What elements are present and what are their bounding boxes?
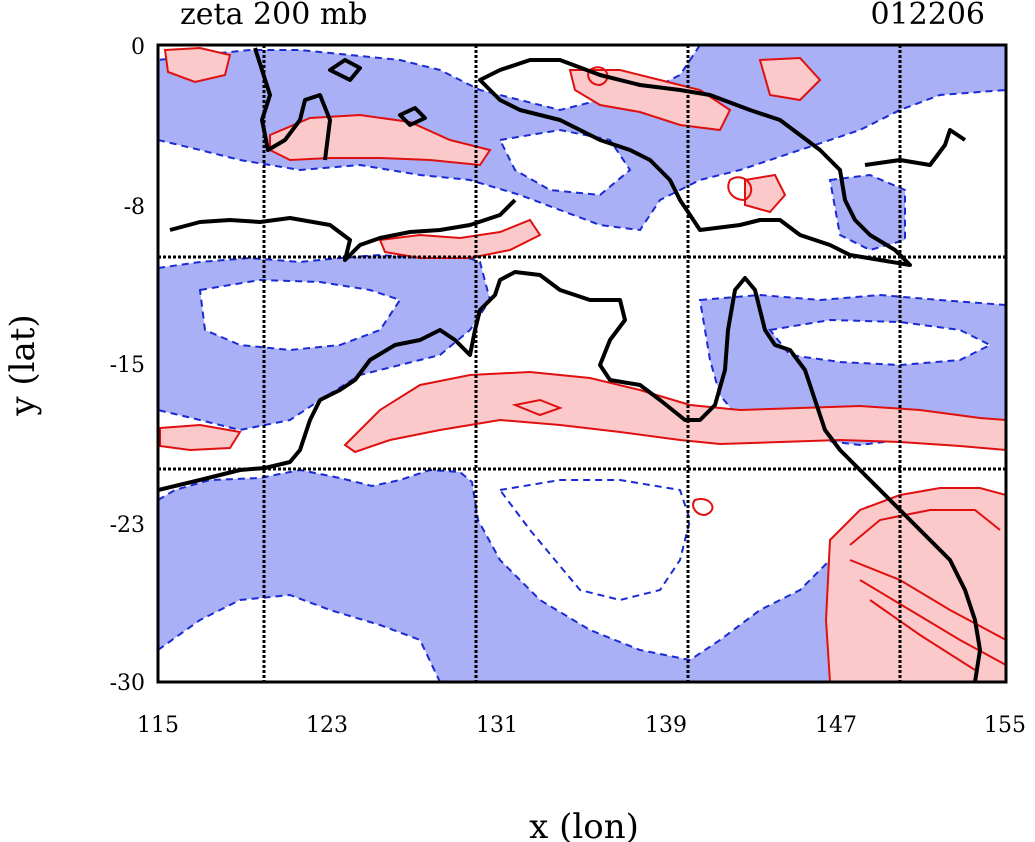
y-tick-label: -23: [110, 513, 145, 538]
negative-region-south-inner-gap: [498, 479, 692, 602]
plot-frame: [156, 43, 1008, 684]
x-tick-label: 131: [476, 713, 518, 738]
y-tick-label: -15: [110, 353, 145, 378]
negative-region-southeast-patch: [828, 173, 906, 252]
y-tick-label: -8: [124, 195, 145, 220]
x-axis-ticks: 115 123 131 139 147 155: [137, 713, 1026, 738]
negative-region-southwest-gap: [158, 593, 442, 682]
negative-region-north-gap: [498, 128, 632, 197]
x-tick-label: 155: [984, 713, 1026, 738]
map-plot-area: [156, 43, 1008, 684]
negative-region-east-gap: [768, 318, 993, 367]
y-tick-label: 0: [131, 35, 145, 60]
coastline-north-islands: [328, 58, 427, 127]
coastline-timor-islands: [169, 198, 517, 262]
x-axis-label: x (lon): [529, 807, 639, 842]
positive-region-southeast: [824, 487, 1006, 682]
positive-patch-north-west: [163, 46, 232, 84]
coastline-eastern-islands: [864, 128, 967, 167]
x-tick-label: 115: [137, 713, 179, 738]
positive-contour-small-ring-1: [587, 66, 609, 87]
negative-region-middle-gap: [198, 278, 402, 352]
y-axis-ticks: 0 -8 -15 -23 -30: [110, 35, 145, 696]
positive-patch-west-small: [159, 423, 242, 452]
map-title: zeta 200 mb: [180, 0, 368, 32]
positive-contour-southeast-inner: [849, 509, 1001, 546]
positive-contour-southeast-3: [869, 599, 976, 671]
coastline-sulawesi: [253, 47, 332, 161]
positive-contour-small-ring-2: [727, 176, 753, 202]
positive-patch-far-north-east: [758, 56, 822, 102]
positive-contour-central-inner: [511, 398, 563, 417]
coastline-australia: [158, 270, 982, 682]
x-tick-label: 139: [645, 713, 687, 738]
x-tick-label: 147: [815, 713, 857, 738]
x-tick-label: 123: [306, 713, 348, 738]
positive-contour-small-ring-3: [692, 498, 714, 517]
y-tick-label: -30: [110, 671, 145, 696]
y-axis-label: y (lat): [3, 314, 43, 416]
positive-patch-north-east: [568, 69, 732, 132]
positive-contour-southeast-2: [859, 579, 1006, 666]
positive-contour-southeast-1: [849, 559, 1006, 641]
positive-contour-lines: [511, 66, 1006, 671]
map-gridlines: [158, 45, 1006, 682]
date-code: 012206: [870, 0, 985, 32]
